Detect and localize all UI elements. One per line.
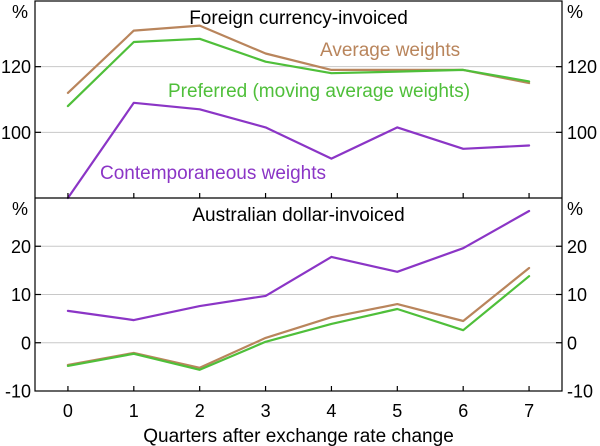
series-layer xyxy=(66,24,531,371)
preferred-series-label: Preferred (moving average weights) xyxy=(168,81,470,102)
australian-dollar-contemporaneous-line xyxy=(66,209,531,322)
australian-dollar-preferred-line xyxy=(66,275,531,371)
x-tick-label: 7 xyxy=(524,401,534,421)
foreign-currency-y-tick-label-right: 100 xyxy=(567,123,597,143)
plot-frame xyxy=(34,0,563,392)
x-tick-label: 6 xyxy=(458,401,468,421)
x-axis-label: Quarters after exchange rate change xyxy=(143,426,454,446)
x-tick-label: 0 xyxy=(63,401,73,421)
foreign-currency-preferred-line xyxy=(66,37,531,108)
foreign-currency-y-unit-left: % xyxy=(12,2,28,22)
gridlines-layer xyxy=(35,66,562,344)
foreign-currency-y-tick-label-left: 120 xyxy=(1,57,31,77)
x-tick-label: 4 xyxy=(326,401,336,421)
x-tick-label: 5 xyxy=(392,401,402,421)
axes-layer xyxy=(34,0,563,392)
australian-dollar-y-tick-label-right: 10 xyxy=(567,285,587,305)
australian-dollar-y-tick-label-left: 20 xyxy=(11,237,31,257)
australian-dollar-y-tick-label-left: 0 xyxy=(21,333,31,353)
foreign-currency-y-unit-right: % xyxy=(567,2,583,22)
australian-dollar-y-tick-label-right: 0 xyxy=(567,333,577,353)
x-tick-label: 2 xyxy=(195,401,205,421)
australian-dollar-y-tick-label-left: -10 xyxy=(5,382,31,402)
australian-dollar-y-tick-label-right: -10 xyxy=(567,382,593,402)
average-weights-series-label: Average weights xyxy=(320,40,460,61)
x-tick-label: 3 xyxy=(261,401,271,421)
foreign-currency-y-tick-label-right: 120 xyxy=(567,57,597,77)
australian-dollar-y-tick-label-left: 10 xyxy=(11,285,31,305)
x-tick-label: 1 xyxy=(129,401,139,421)
contemporaneous-series-label: Contemporaneous weights xyxy=(100,163,326,184)
australian-dollar-panel-title: Australian dollar-invoiced xyxy=(192,205,404,226)
australian-dollar-y-unit-right: % xyxy=(567,199,583,219)
australian-dollar-average-weights-line xyxy=(66,266,531,369)
australian-dollar-y-tick-label-right: 20 xyxy=(567,237,587,257)
foreign-currency-contemporaneous-line xyxy=(66,101,531,200)
foreign-currency-y-tick-label-left: 100 xyxy=(1,123,31,143)
australian-dollar-y-unit-left: % xyxy=(12,199,28,219)
foreign-currency-panel-title: Foreign currency-invoiced xyxy=(189,8,408,29)
